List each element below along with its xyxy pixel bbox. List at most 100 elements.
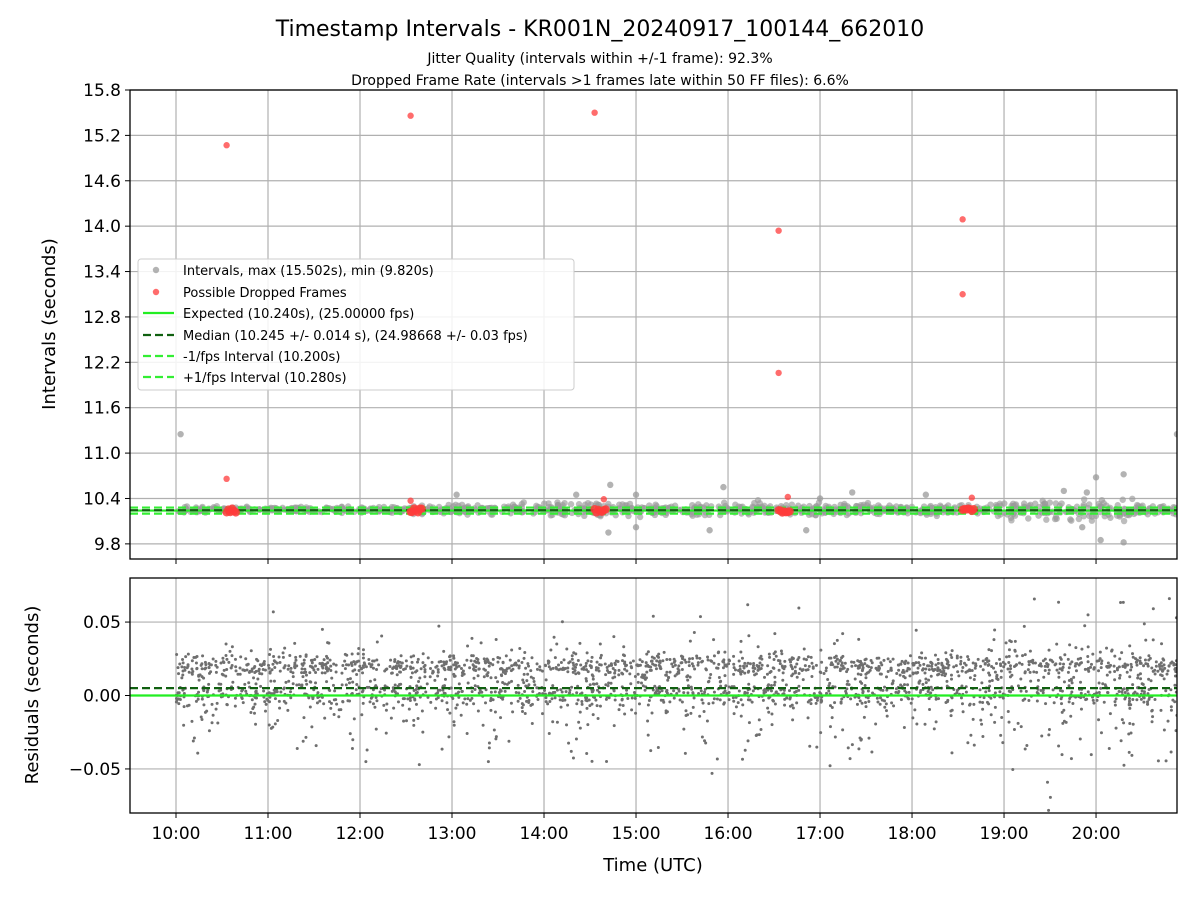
residual-point <box>773 632 777 636</box>
residual-point <box>1055 668 1059 672</box>
residual-point <box>471 654 475 658</box>
residual-point <box>332 713 336 717</box>
residual-point <box>553 690 557 694</box>
dropped-frame-point <box>968 494 976 501</box>
residual-point <box>613 661 617 665</box>
interval-outlier-point <box>922 491 930 498</box>
residual-point <box>1079 691 1083 695</box>
residual-point <box>1086 655 1090 659</box>
interval-point <box>567 501 575 508</box>
residual-point <box>902 674 906 678</box>
residual-point <box>687 660 691 664</box>
residual-point <box>1169 708 1173 712</box>
interval-point <box>738 510 745 517</box>
residual-point <box>204 663 208 667</box>
residual-point <box>466 697 470 701</box>
residual-point <box>1146 700 1150 704</box>
residual-point <box>377 663 381 667</box>
residual-point <box>728 659 732 663</box>
residual-point <box>501 697 505 701</box>
residual-point <box>708 676 712 680</box>
residual-point <box>300 671 304 675</box>
residual-point <box>1070 681 1074 685</box>
residual-point <box>489 708 493 712</box>
residual-point <box>323 671 327 675</box>
residual-point <box>551 684 555 688</box>
interval-point <box>1031 500 1039 507</box>
residual-point <box>653 691 657 695</box>
residual-point <box>1007 660 1011 664</box>
residual-point <box>394 664 398 668</box>
residual-point <box>1153 672 1157 676</box>
residual-point <box>361 648 365 652</box>
residual-point <box>1074 646 1078 650</box>
residual-point <box>966 655 970 659</box>
residual-point <box>613 671 617 675</box>
residual-point <box>959 655 963 659</box>
residual-point <box>197 690 201 694</box>
residual-point <box>1113 654 1117 658</box>
dropped-frame-point <box>223 475 230 483</box>
intervals-y-ticks: 9.810.411.011.612.212.813.414.014.615.21… <box>83 81 1097 564</box>
residual-point <box>1128 699 1132 703</box>
residual-point <box>1011 767 1015 771</box>
residual-point <box>1080 647 1084 651</box>
residual-point <box>983 661 987 665</box>
residual-point <box>354 688 358 692</box>
interval-outlier-point <box>1120 539 1127 546</box>
residual-point <box>903 689 907 693</box>
residual-point <box>584 664 588 668</box>
residual-point <box>447 735 451 739</box>
residual-point <box>437 660 441 664</box>
residual-point <box>742 664 746 668</box>
residual-point <box>1122 721 1126 725</box>
residual-point <box>795 675 799 679</box>
residual-point <box>658 690 662 694</box>
residual-point <box>176 666 180 670</box>
residual-point <box>684 709 688 713</box>
residual-point <box>612 689 616 693</box>
residual-point <box>1151 638 1155 642</box>
residual-point <box>835 665 839 669</box>
residual-point <box>628 672 632 676</box>
residual-point <box>487 746 491 750</box>
residual-point <box>295 664 299 668</box>
residual-point <box>743 748 747 752</box>
residual-point <box>530 722 534 726</box>
residual-point <box>365 685 369 689</box>
residual-point <box>1128 675 1132 679</box>
residual-point <box>916 666 920 670</box>
residual-point <box>484 701 488 705</box>
residual-point <box>443 677 447 681</box>
residual-point <box>368 700 372 704</box>
residual-point <box>847 683 851 687</box>
residual-point <box>746 661 750 665</box>
residual-point <box>725 664 729 668</box>
residual-point <box>1041 691 1045 695</box>
residual-point <box>215 701 219 705</box>
residual-point <box>575 702 579 706</box>
residual-point <box>350 664 354 668</box>
residual-point <box>768 671 772 675</box>
residual-point <box>886 670 890 674</box>
residual-point <box>1035 699 1039 703</box>
residual-point <box>993 705 997 709</box>
residual-point <box>498 667 502 671</box>
residual-point <box>814 701 818 705</box>
residual-point <box>175 698 179 702</box>
residual-point <box>268 700 272 704</box>
residual-point <box>909 701 913 705</box>
residual-point <box>507 681 511 685</box>
residual-point <box>275 690 279 694</box>
residual-point <box>918 690 922 694</box>
residual-point <box>1119 739 1123 743</box>
residual-point <box>758 656 762 660</box>
residual-point <box>633 696 637 700</box>
residual-point <box>607 681 611 685</box>
residual-point <box>1079 680 1083 684</box>
residual-point <box>1046 780 1050 784</box>
residual-point <box>529 675 533 679</box>
residual-point <box>769 684 773 688</box>
residual-point <box>715 757 719 761</box>
residual-point <box>523 690 527 694</box>
